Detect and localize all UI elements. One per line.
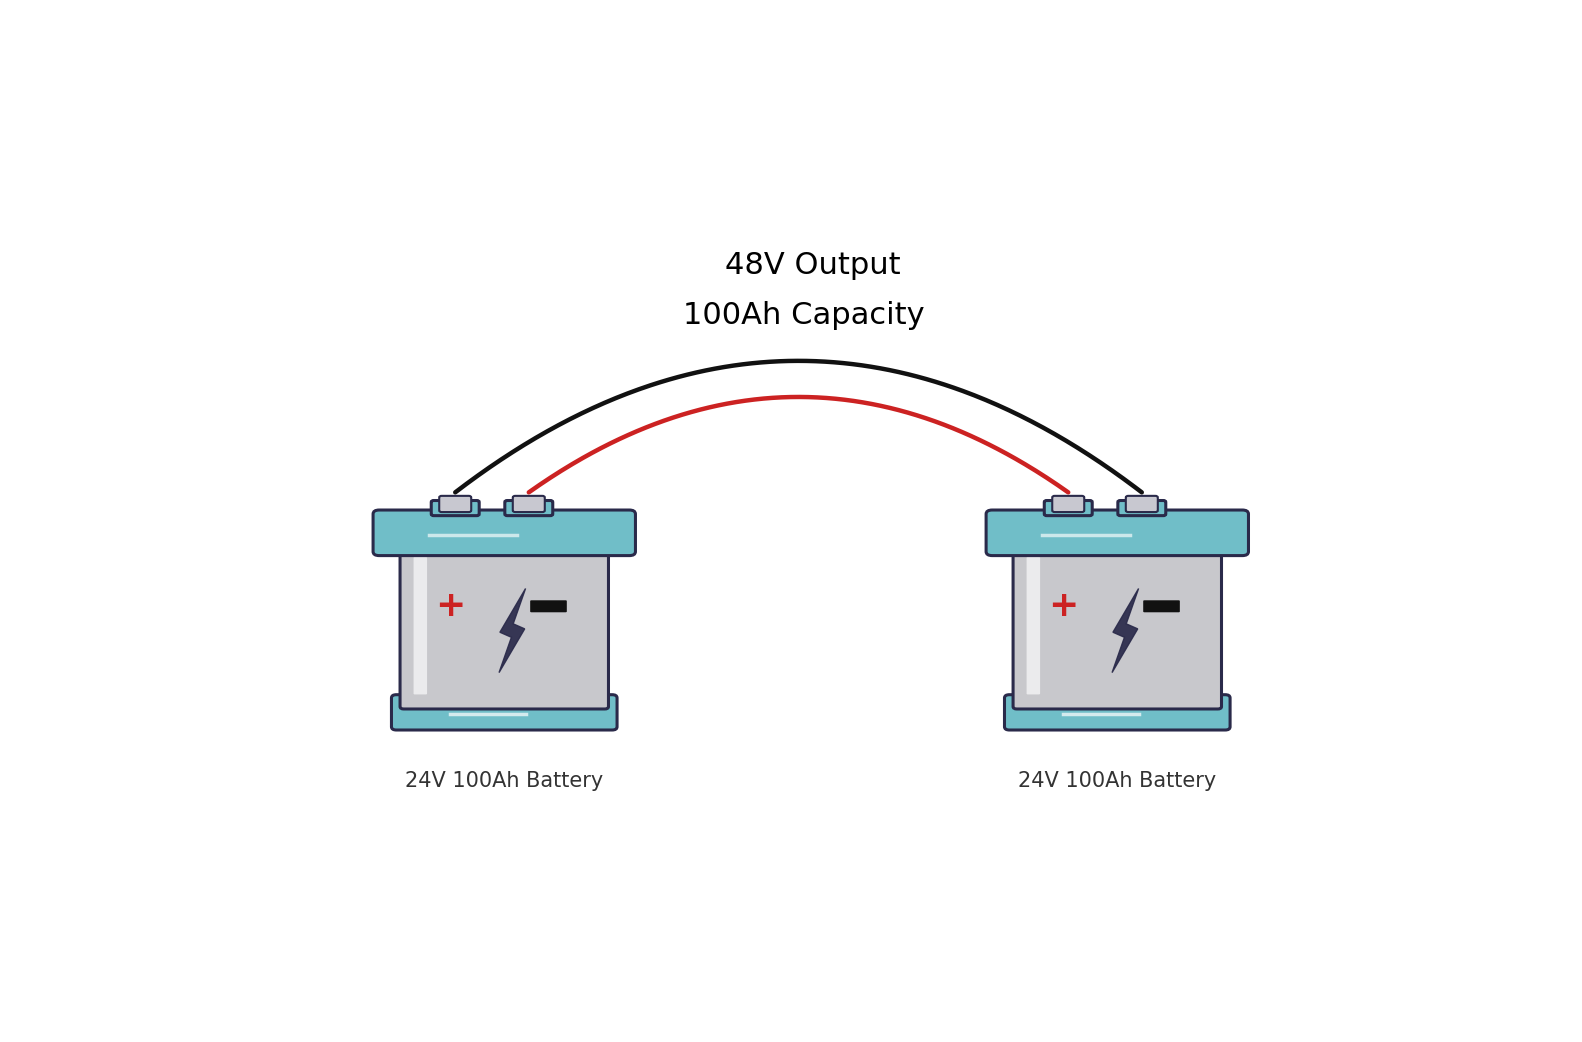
Polygon shape bbox=[1112, 589, 1139, 672]
FancyBboxPatch shape bbox=[1052, 496, 1084, 512]
FancyBboxPatch shape bbox=[1027, 557, 1039, 694]
FancyBboxPatch shape bbox=[432, 500, 479, 516]
FancyBboxPatch shape bbox=[530, 600, 566, 613]
FancyBboxPatch shape bbox=[413, 557, 427, 694]
FancyBboxPatch shape bbox=[440, 496, 471, 512]
Text: 24V 100Ah Battery: 24V 100Ah Battery bbox=[1019, 771, 1217, 791]
Text: +: + bbox=[435, 590, 465, 623]
FancyBboxPatch shape bbox=[1118, 500, 1166, 516]
FancyBboxPatch shape bbox=[505, 500, 552, 516]
FancyBboxPatch shape bbox=[1044, 500, 1092, 516]
FancyBboxPatch shape bbox=[373, 510, 636, 555]
Text: 24V 100Ah Battery: 24V 100Ah Battery bbox=[405, 771, 603, 791]
FancyBboxPatch shape bbox=[1005, 695, 1231, 730]
FancyBboxPatch shape bbox=[1012, 543, 1221, 709]
FancyBboxPatch shape bbox=[1144, 600, 1180, 613]
Text: 100Ah Capacity: 100Ah Capacity bbox=[682, 301, 924, 330]
FancyBboxPatch shape bbox=[1126, 496, 1158, 512]
FancyBboxPatch shape bbox=[391, 695, 617, 730]
FancyBboxPatch shape bbox=[513, 496, 544, 512]
FancyBboxPatch shape bbox=[400, 543, 609, 709]
Text: 48V Output: 48V Output bbox=[726, 251, 902, 280]
Polygon shape bbox=[498, 589, 525, 672]
FancyBboxPatch shape bbox=[986, 510, 1248, 555]
Text: +: + bbox=[1047, 590, 1079, 623]
